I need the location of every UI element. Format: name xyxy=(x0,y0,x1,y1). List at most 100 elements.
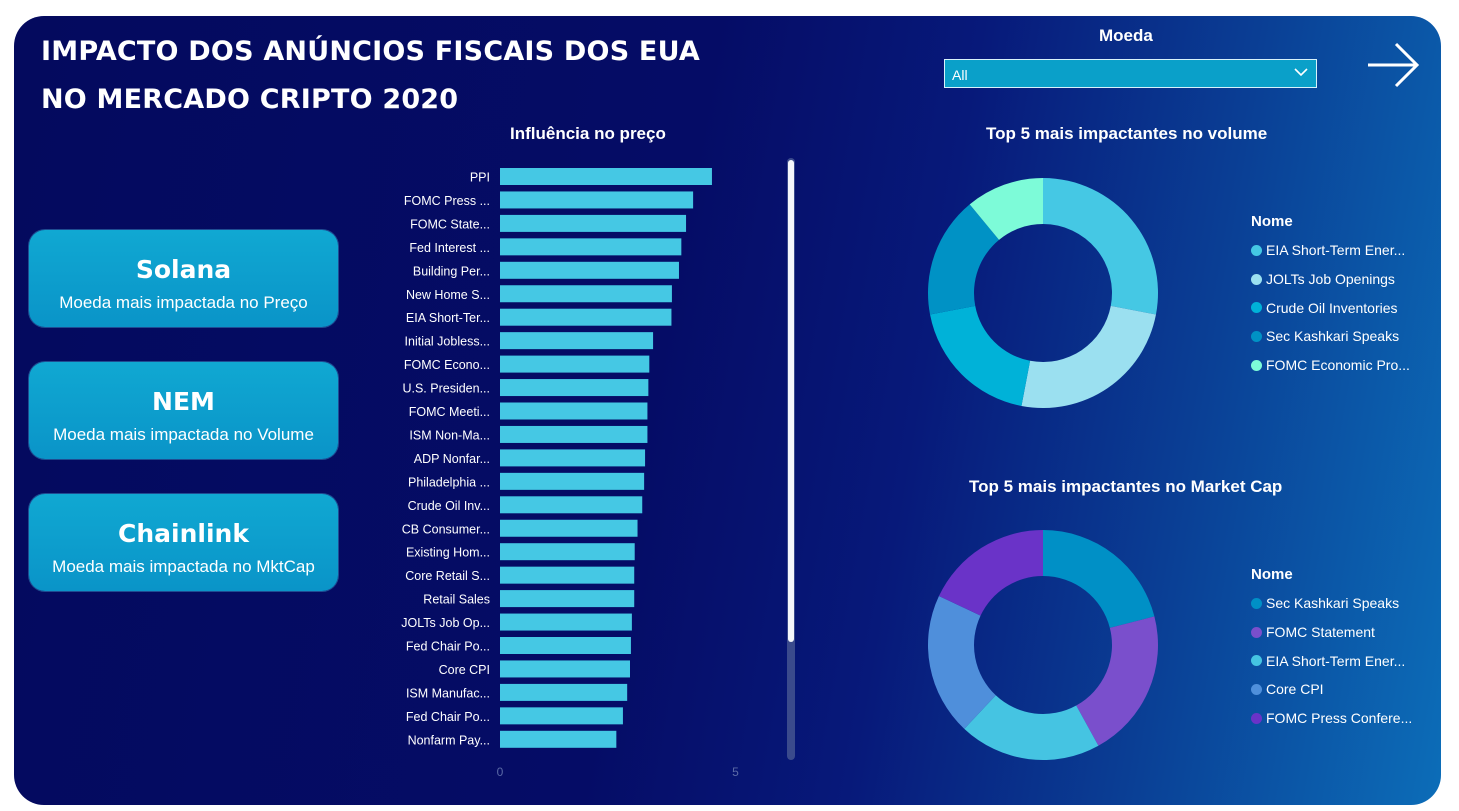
legend-item-label: Sec Kashkari Speaks xyxy=(1266,595,1400,612)
donut-slice-4[interactable] xyxy=(938,530,1043,616)
bar-22[interactable] xyxy=(500,683,628,701)
bar-category-label: Fed Interest ... xyxy=(409,241,490,255)
legend-item-label: JOLTs Job Openings xyxy=(1266,271,1395,288)
donut-slice-1[interactable] xyxy=(1021,305,1156,408)
volume-legend-title: Nome xyxy=(1251,213,1293,230)
bar-13[interactable] xyxy=(500,472,645,490)
bar-4[interactable] xyxy=(500,261,679,279)
bar-11[interactable] xyxy=(500,425,648,443)
mktcap-legend: Nome Sec Kashkari Speaks FOMC Statement EI… xyxy=(1251,566,1412,732)
chevron-down-icon xyxy=(1294,68,1308,77)
bar-chart-scrollbar[interactable] xyxy=(787,158,795,760)
bar-3[interactable] xyxy=(500,238,682,256)
donut-slice-3[interactable] xyxy=(928,596,996,729)
bar-12[interactable] xyxy=(500,449,646,467)
legend-item-label: Core CPI xyxy=(1266,681,1324,698)
legend-item[interactable]: FOMC Statement xyxy=(1251,618,1412,647)
bar-category-label: Fed Chair Po... xyxy=(406,710,490,724)
bar-category-label: FOMC Press ... xyxy=(404,194,490,208)
legend-item-label: FOMC Press Confere... xyxy=(1266,710,1413,727)
legend-item-label: EIA Short-Term Ener... xyxy=(1266,652,1406,669)
bar-category-label: U.S. Presiden... xyxy=(402,382,490,396)
bar-category-label: ADP Nonfar... xyxy=(414,452,490,466)
donut-slice-3[interactable] xyxy=(928,204,1000,315)
legend-dot-icon xyxy=(1251,655,1262,667)
bar-category-label: Core Retail S... xyxy=(405,569,490,583)
legend-item-label: Crude Oil Inventories xyxy=(1266,299,1398,316)
kpi-card-mktcap-value: Chainlink xyxy=(118,519,249,548)
donut-slice-0[interactable] xyxy=(1043,530,1155,628)
mktcap-chart-title: Top 5 mais impactantes no Market Cap xyxy=(969,477,1283,496)
bar-0[interactable] xyxy=(500,168,712,185)
bar-category-label: Initial Jobless... xyxy=(405,335,490,349)
volume-chart-title: Top 5 mais impactantes no volume xyxy=(986,124,1268,143)
bar-category-label: ISM Non-Ma... xyxy=(409,428,490,442)
bar-16[interactable] xyxy=(500,543,635,561)
legend-item[interactable]: JOLTs Job Openings xyxy=(1251,265,1410,294)
kpi-card-volume: NEM Moeda mais impactada no Volume xyxy=(29,362,338,459)
donut-slice-4[interactable] xyxy=(969,178,1043,240)
legend-item[interactable]: EIA Short-Term Ener... xyxy=(1251,646,1412,675)
volume-donut-chart xyxy=(928,178,1158,408)
bar-category-label: Crude Oil Inv... xyxy=(408,499,490,513)
legend-item[interactable]: EIA Short-Term Ener... xyxy=(1251,236,1410,265)
donut-slice-0[interactable] xyxy=(1043,178,1158,315)
bar-14[interactable] xyxy=(500,496,643,514)
bar-7[interactable] xyxy=(500,332,654,350)
bar-category-label: New Home S... xyxy=(406,288,490,302)
legend-item[interactable]: FOMC Economic Pro... xyxy=(1251,351,1410,380)
donut-slice-2[interactable] xyxy=(930,305,1031,406)
bar-category-label: FOMC Econo... xyxy=(404,358,490,372)
legend-item[interactable]: FOMC Press Confere... xyxy=(1251,704,1412,733)
donut-slice-2[interactable] xyxy=(964,695,1099,760)
arrow-right-icon[interactable] xyxy=(1364,36,1422,94)
bar-10[interactable] xyxy=(500,402,648,420)
legend-item[interactable]: Sec Kashkari Speaks xyxy=(1251,322,1410,351)
currency-slicer-value: All xyxy=(952,67,968,83)
bar-20[interactable] xyxy=(500,637,631,654)
legend-dot-icon xyxy=(1251,359,1262,371)
legend-item[interactable]: Sec Kashkari Speaks xyxy=(1251,589,1412,618)
bar-category-label: FOMC Meeti... xyxy=(409,405,490,419)
page-title-line-2: NO MERCADO CRIPTO 2020 xyxy=(41,84,459,115)
legend-item-label: FOMC Statement xyxy=(1266,624,1375,641)
bar-category-label: Philadelphia ... xyxy=(408,475,490,489)
bar-17[interactable] xyxy=(500,566,635,584)
bar-15[interactable] xyxy=(500,519,638,537)
kpi-card-price-label: Moeda mais impactada no Preço xyxy=(59,293,308,312)
legend-item[interactable]: Crude Oil Inventories xyxy=(1251,293,1410,322)
bar-21[interactable] xyxy=(500,660,630,678)
bar-5[interactable] xyxy=(500,285,672,303)
bar-category-label: Fed Chair Po... xyxy=(406,640,490,654)
bar-19[interactable] xyxy=(500,613,632,631)
bar-category-label: ISM Manufac... xyxy=(406,686,490,700)
currency-slicer-dropdown[interactable]: All xyxy=(944,59,1317,88)
volume-legend: Nome EIA Short-Term Ener... JOLTs Job Ope… xyxy=(1251,213,1410,379)
legend-dot-icon xyxy=(1251,302,1262,314)
legend-item[interactable]: Core CPI xyxy=(1251,675,1412,704)
currency-slicer-label: Moeda xyxy=(1099,26,1153,45)
bar-category-label: CB Consumer... xyxy=(402,522,490,536)
mktcap-legend-title: Nome xyxy=(1251,566,1293,583)
legend-item-label: Sec Kashkari Speaks xyxy=(1266,328,1400,345)
bar-24[interactable] xyxy=(500,730,617,748)
bar-category-label: EIA Short-Ter... xyxy=(406,311,490,325)
bar-1[interactable] xyxy=(500,191,694,209)
bar-23[interactable] xyxy=(500,707,623,725)
bar-category-label: Building Per... xyxy=(413,264,490,278)
legend-dot-icon xyxy=(1251,683,1262,695)
donut-slice-1[interactable] xyxy=(1076,616,1158,746)
bar-category-label: Existing Hom... xyxy=(406,546,490,560)
kpi-card-volume-label: Moeda mais impactada no Volume xyxy=(53,425,314,444)
bar-chart-scrollbar-thumb[interactable] xyxy=(788,160,794,642)
bar-2[interactable] xyxy=(500,214,687,232)
bar-8[interactable] xyxy=(500,355,650,373)
bar-6[interactable] xyxy=(500,308,672,326)
bar-18[interactable] xyxy=(500,590,635,608)
bar-9[interactable] xyxy=(500,379,649,397)
page-title: IMPACTO DOS ANÚNCIOS FISCAIS DOS EUA NO … xyxy=(41,28,741,124)
legend-dot-icon xyxy=(1251,712,1262,724)
mktcap-donut-chart xyxy=(928,530,1158,760)
x-axis-tick-label: 5 xyxy=(732,765,739,779)
price-influence-bar-chart: PPI FOMC Press ... FOMC State... Fed Intere… xyxy=(401,168,739,779)
